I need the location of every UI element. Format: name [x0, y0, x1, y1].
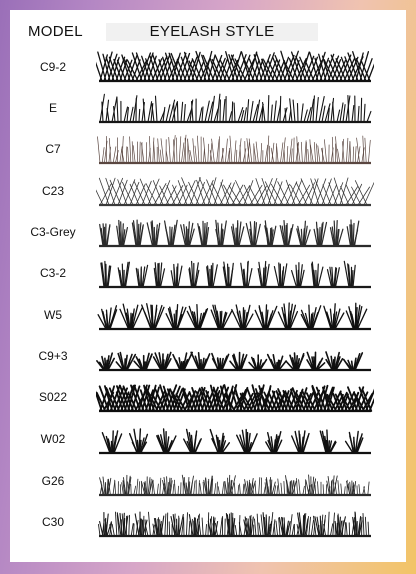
- lash-row-c30: C30: [10, 503, 406, 543]
- eyelash-strip-image: [96, 213, 374, 253]
- eyelash-strip-image: [96, 420, 374, 460]
- lash-row-e: E: [10, 89, 406, 129]
- lash-row-c23: C23: [10, 172, 406, 212]
- lash-row-c3-2: C3-2: [10, 254, 406, 294]
- lash-row-c9-2: C9-2: [10, 48, 406, 88]
- eyelash-strip-drawing: [99, 260, 371, 289]
- eyelash-strip-image: [96, 89, 374, 129]
- eyelash-strip-drawing: [99, 428, 371, 455]
- eyelash-strip-drawing: [96, 177, 374, 207]
- eyelash-strip-image: [96, 378, 374, 418]
- eyelash-strip-image: [96, 337, 374, 377]
- eyelash-strip-drawing: [99, 93, 372, 124]
- model-label: W02: [40, 432, 66, 446]
- eyelash-strip-drawing: [96, 351, 371, 372]
- eyelash-strip-image: [96, 172, 374, 212]
- eyelash-strip-drawing: [99, 474, 371, 497]
- eyelash-strip-drawing: [96, 384, 374, 413]
- lash-row-g26: G26: [10, 462, 406, 502]
- lash-row-s022: S022: [10, 378, 406, 418]
- lash-row-w02: W02: [10, 420, 406, 460]
- model-label: C7: [45, 142, 61, 156]
- model-label: C9+3: [38, 349, 68, 363]
- eyelash-strip-drawing: [99, 219, 371, 248]
- eyelash-strip-drawing: [97, 134, 371, 165]
- eyelash-strip-image: [96, 296, 374, 336]
- eyelash-strip-image: [96, 254, 374, 294]
- model-label: S022: [38, 390, 68, 404]
- model-label: E: [48, 101, 57, 115]
- model-column-header: MODEL: [28, 23, 83, 40]
- model-label: C30: [41, 515, 64, 529]
- model-label: W5: [44, 308, 62, 322]
- eyelash-strip-drawing: [97, 302, 371, 331]
- eyelash-strip-image: [96, 48, 374, 88]
- eyelash-strip-drawing: [96, 50, 374, 83]
- model-label: C3-Grey: [30, 225, 76, 239]
- lash-row-c9-3: C9+3: [10, 337, 406, 377]
- model-label: C3-2: [39, 266, 66, 280]
- eyelash-style-column-header: EYELASH STYLE: [149, 23, 275, 40]
- eyelash-chart-card: MODEL EYELASH STYLE C9-2 E C7 C23 C3-Gre…: [10, 10, 406, 562]
- model-label: C23: [41, 184, 64, 198]
- lash-row-w5: W5: [10, 296, 406, 336]
- style-header-background: [106, 23, 318, 41]
- lash-row-c7: C7: [10, 130, 406, 170]
- eyelash-strip-image: [96, 462, 374, 502]
- model-label: C9-2: [39, 60, 66, 74]
- eyelash-strip-image: [96, 503, 374, 543]
- model-label: G26: [41, 474, 65, 488]
- eyelash-strip-drawing: [98, 511, 371, 538]
- lash-row-c3-grey: C3-Grey: [10, 213, 406, 253]
- eyelash-strip-image: [96, 130, 374, 170]
